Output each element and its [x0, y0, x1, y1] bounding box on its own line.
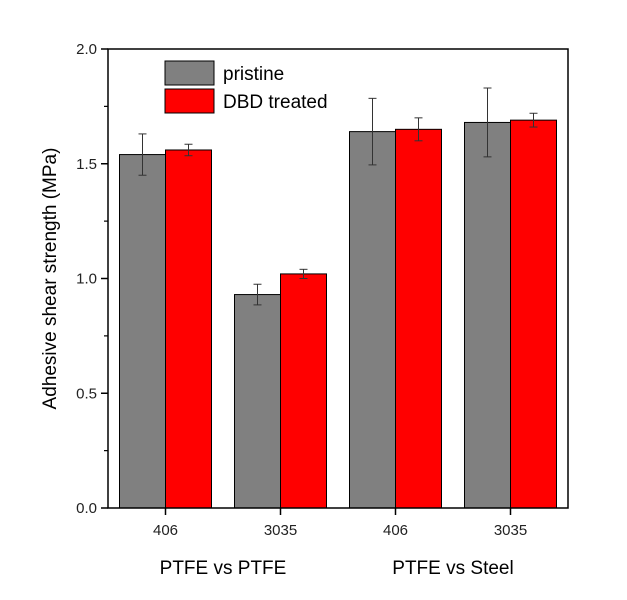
error-bar-dbd-treated-0: [184, 143, 193, 157]
group-labels: PTFE vs PTFE PTFE vs Steel: [160, 558, 514, 579]
x-tick-label: 406: [153, 522, 178, 539]
legend-item-0: pristine: [164, 60, 284, 86]
bar-dbd-treated-0: [165, 149, 212, 509]
legend: pristine DBD treated: [164, 60, 328, 114]
y-tick-label: 1.0: [76, 271, 97, 288]
y-tick-label: 1.5: [76, 156, 97, 173]
error-bar-dbd-treated-3: [529, 112, 538, 128]
bar-pristine-0: [119, 154, 166, 509]
error-bar-pristine-3: [483, 87, 492, 158]
y-tick-label: 0.5: [76, 385, 97, 402]
y-axis-label: Adhesive shear strength (MPa): [40, 148, 61, 410]
bar-pristine-2: [349, 131, 396, 509]
error-bars-layer: [138, 87, 538, 306]
error-bar-pristine-0: [138, 133, 147, 176]
error-bar-dbd-treated-1: [299, 268, 308, 279]
y-ticks: 0.0 0.5 1.0 1.5 2.0: [76, 41, 108, 517]
bar-pristine-1: [234, 294, 281, 509]
group-label-0: PTFE vs PTFE: [160, 558, 287, 579]
error-bar-pristine-2: [368, 97, 377, 166]
x-tick-label: 3035: [264, 522, 297, 539]
group-label-1: PTFE vs Steel: [392, 558, 513, 579]
y-tick-label: 2.0: [76, 41, 97, 58]
x-tick-label: 406: [383, 522, 408, 539]
x-ticks: 406 3035 406 3035: [153, 508, 527, 539]
bar-dbd-treated-3: [510, 119, 557, 509]
legend-swatch: [164, 88, 215, 114]
bar-pristine-3: [464, 121, 511, 509]
bar-dbd-treated-2: [395, 128, 442, 509]
legend-item-1: DBD treated: [164, 88, 328, 114]
y-tick-label: 0.0: [76, 500, 97, 517]
legend-label: DBD treated: [223, 92, 328, 113]
error-bar-dbd-treated-2: [414, 117, 423, 142]
bars-layer: [119, 119, 557, 509]
legend-label: pristine: [223, 64, 284, 85]
x-tick-label: 3035: [494, 522, 527, 539]
error-bar-pristine-1: [253, 283, 262, 306]
bar-dbd-treated-1: [280, 273, 327, 509]
legend-swatch: [164, 60, 215, 86]
